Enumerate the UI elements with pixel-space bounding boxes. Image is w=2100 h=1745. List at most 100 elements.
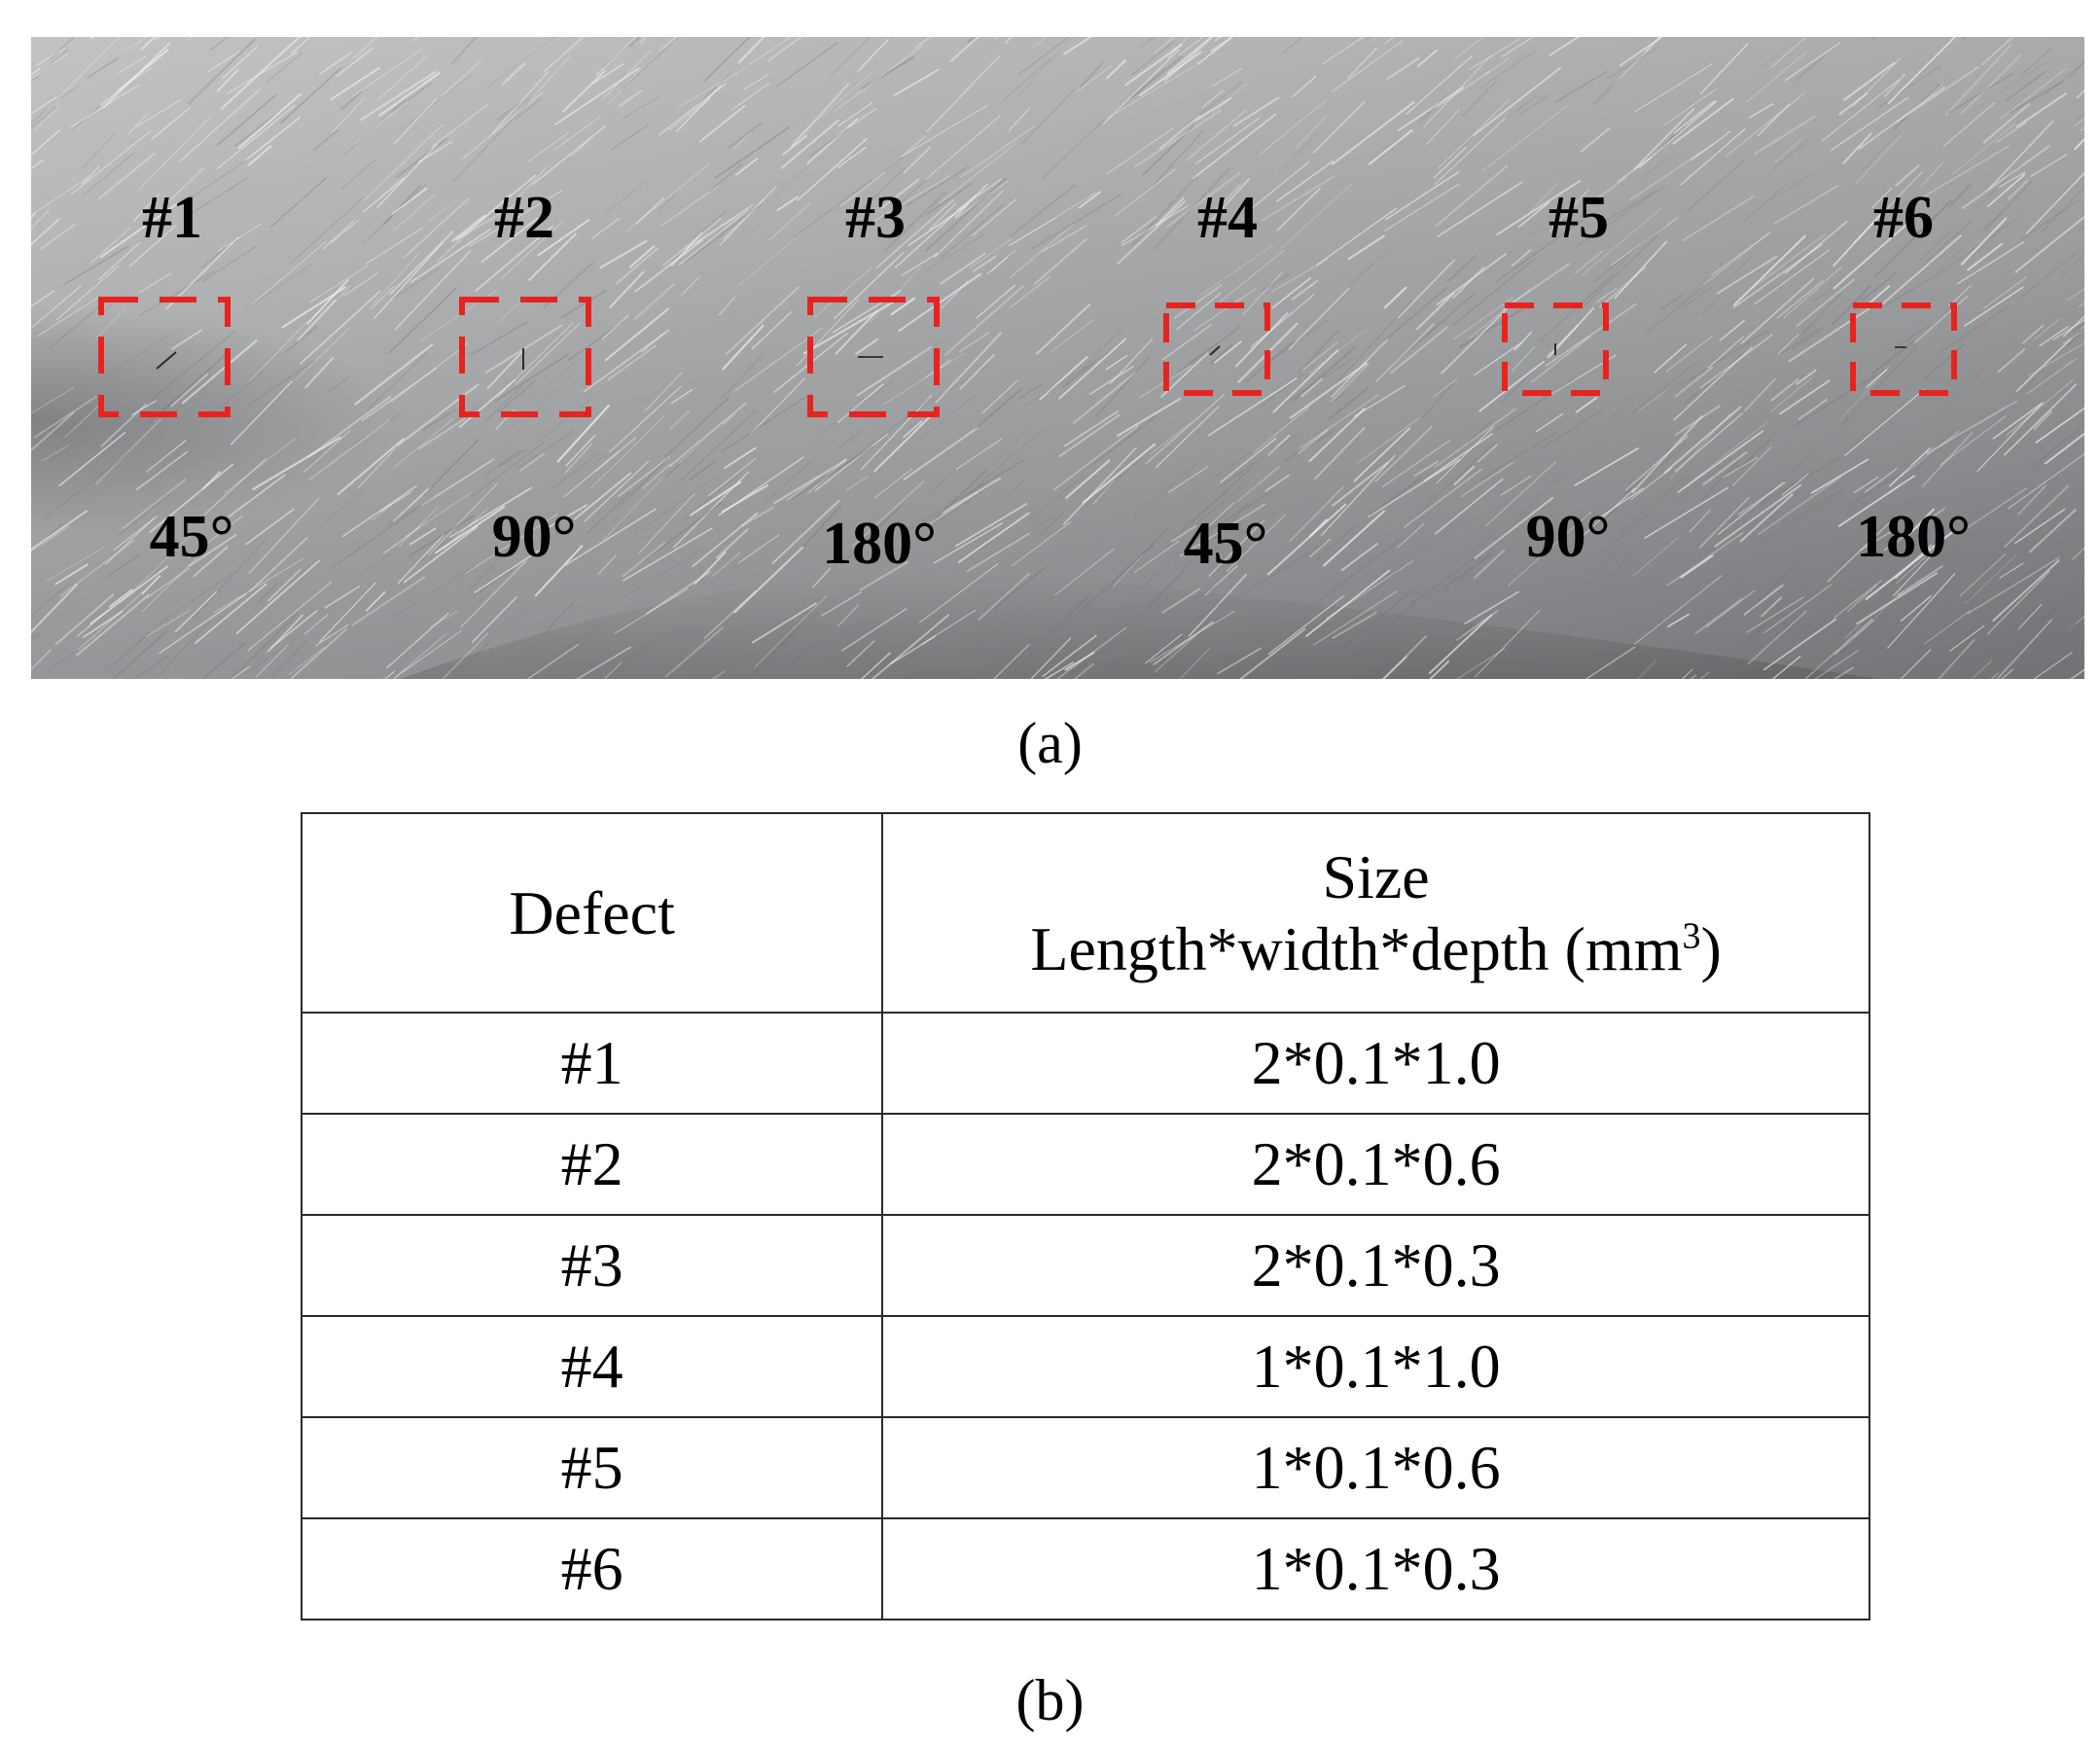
scratch-line [622,541,666,578]
scratch-line [2021,325,2045,344]
scratch-line [1511,345,1536,373]
scratch-line [1737,438,1772,471]
scratch-line [1433,147,1467,179]
scratch-line [1214,184,1241,212]
scratch-line [1020,592,1091,665]
scratch-line [1145,393,1226,465]
scratch-line [456,202,519,240]
scratch-line [373,241,445,320]
scratch-line [31,67,41,76]
scratch-line [1959,552,2007,597]
scratch-line [1390,292,1476,367]
scratch-line [942,477,1002,515]
scratch-line [53,244,130,292]
scratch-line [1140,37,1157,48]
scratch-line [1436,426,1494,484]
scratch-line [393,98,437,146]
scratch-line [772,458,848,505]
scratch-line [685,203,754,250]
scratch-line [1757,103,1791,137]
scratch-line [2015,338,2072,392]
scratch-line [1192,113,1277,180]
scratch-line [1964,286,2024,327]
scratch-line [422,439,480,497]
scratch-line [764,458,815,504]
scratch-line [33,395,97,439]
scratch-line [836,154,907,211]
scratch-line [1541,409,1604,449]
scratch-line [1839,365,1891,420]
scratch-line [635,196,665,225]
scratch-line [715,528,749,560]
scratch-line [484,385,523,422]
scratch-line [494,89,542,125]
scratch-line [1924,610,1971,645]
scratch-line [468,190,563,248]
scratch-line [929,202,957,230]
scratch-line [920,392,978,441]
scratch-line [1264,474,1290,492]
scratch-line [1384,183,1460,231]
scratch-line [1711,231,1771,276]
scratch-line [49,37,75,61]
scratch-line [524,357,581,405]
cell-defect: #4 [300,1315,884,1418]
scratch-line [1356,416,1421,465]
scratch-line [1193,288,1257,332]
scratch-line [1094,356,1152,418]
scratch-line [1247,160,1310,212]
scratch-line [1837,475,1916,528]
scratch-line [730,221,763,250]
scratch-line [868,174,952,226]
scratch-line [643,501,723,562]
scratch-line [1161,323,1213,361]
scratch-line [1689,674,1697,679]
scratch-line [155,569,237,626]
scratch-line [201,234,240,268]
scratch-line [1261,175,1335,222]
scratch-line [222,46,258,80]
scratch-line [751,310,793,350]
scratch-line [1669,412,1731,481]
scratch-line [668,97,712,131]
scratch-line [860,652,892,679]
scratch-line [345,552,392,585]
scratch-line [31,209,51,230]
scratch-line [1701,459,1740,501]
scratch-line [601,49,653,101]
scratch-line [604,307,670,362]
scratch-line [2030,423,2084,469]
scratch-line [808,126,850,159]
scratch-line [312,128,339,152]
scratch-line [672,471,750,549]
scratch-line [230,612,300,679]
scratch-line [1478,360,1546,412]
scratch-line [246,619,325,674]
scratch-line [661,184,720,227]
scratch-line [1717,255,1754,291]
cell-size: 2*0.1*0.6 [881,1113,1870,1216]
scratch-line [845,107,877,130]
defect-label-1: #1 [142,185,202,251]
scratch-line [392,82,433,112]
scratch-line [1683,345,1755,406]
scratch-line [977,536,999,552]
scratch-line [1080,325,1125,372]
scratch-line [1167,354,1201,382]
scratch-line [880,178,920,209]
scratch-line [77,590,145,652]
scratch-line [303,614,329,635]
scratch-line [811,567,832,588]
scratch-line [269,176,328,229]
scratch-line [55,265,120,321]
scratch-line [1881,234,1963,305]
scratch-line [1437,98,1511,169]
scratch-line [698,72,731,104]
scratch-line [969,238,1013,269]
scratch-line [1446,254,1477,283]
scratch-line [1241,270,1284,316]
scratch-line [1784,220,1848,274]
scratch-line [1554,71,1608,103]
scratch-line [1548,37,1581,56]
defect-box-6 [1850,303,1957,396]
